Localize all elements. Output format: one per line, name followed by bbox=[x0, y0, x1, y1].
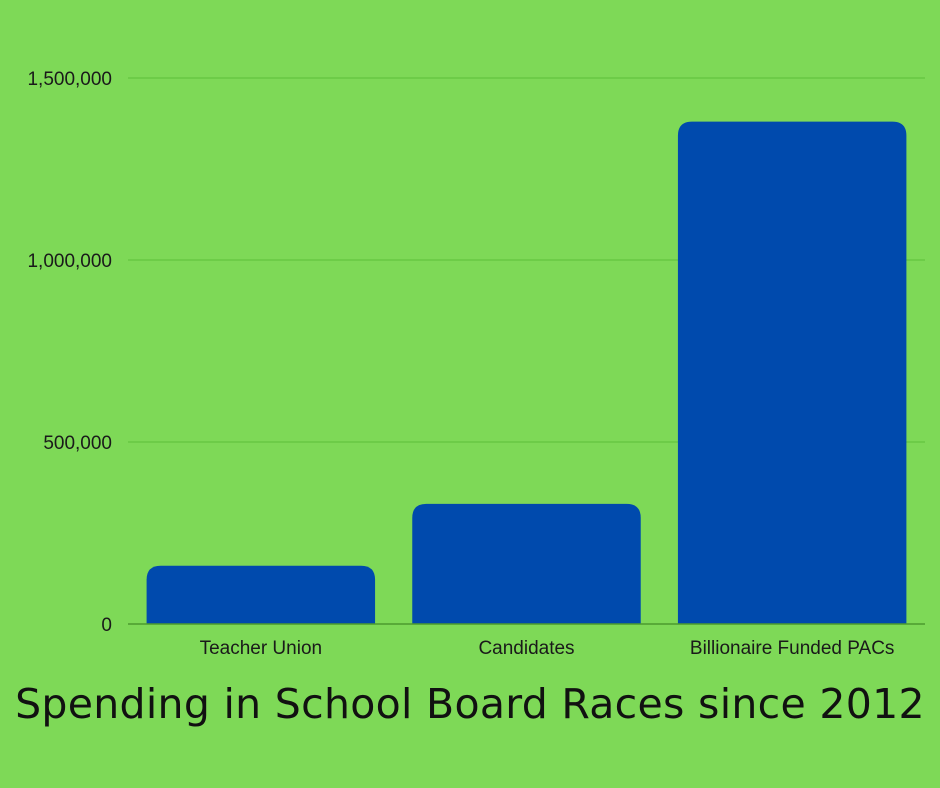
y-tick-label: 1,000,000 bbox=[27, 251, 112, 272]
bar bbox=[146, 565, 376, 624]
y-tick-label: 0 bbox=[101, 615, 112, 636]
x-category-label: Billionaire Funded PACs bbox=[690, 638, 895, 659]
bars bbox=[146, 121, 907, 625]
bar-chart: 0 500,000 1,000,000 1,500,000 Teacher Union… bbox=[27, 69, 925, 659]
y-tick-label: 1,500,000 bbox=[27, 69, 112, 90]
x-category-label: Teacher Union bbox=[200, 638, 323, 659]
y-tick-label: 500,000 bbox=[43, 433, 112, 454]
chart-title: Spending in School Board Races since 201… bbox=[15, 680, 925, 728]
category-labels: Teacher Union Candidates Billionaire Funde… bbox=[200, 638, 895, 659]
x-category-label: Candidates bbox=[478, 638, 574, 659]
bar bbox=[677, 121, 907, 625]
bar bbox=[412, 503, 641, 624]
y-axis-ticks: 0 500,000 1,000,000 1,500,000 bbox=[27, 69, 112, 636]
